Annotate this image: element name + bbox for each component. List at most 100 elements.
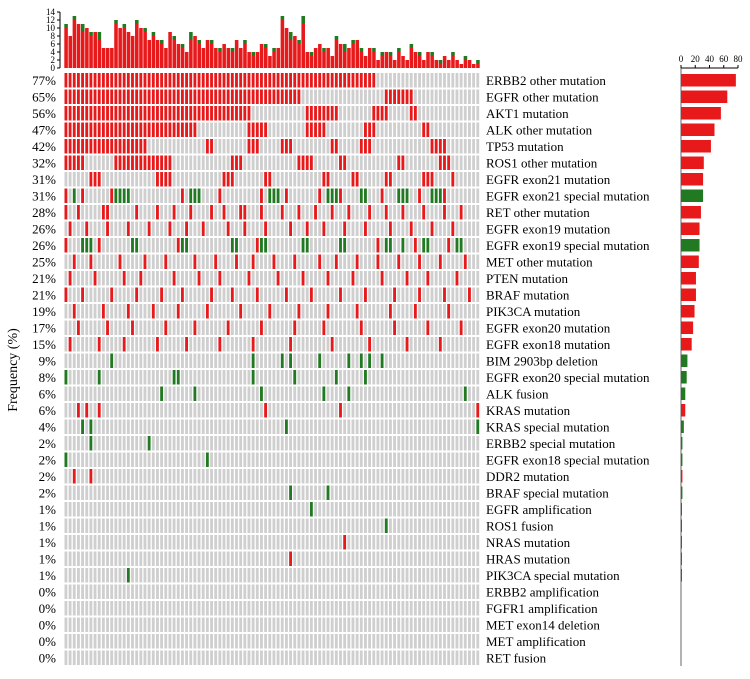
grid-cell <box>93 650 97 665</box>
grid-cell <box>434 518 438 533</box>
grid-cell <box>330 287 334 302</box>
top-bar-mutation <box>226 48 231 68</box>
grid-cell <box>472 221 476 236</box>
grid-cell <box>114 551 118 566</box>
grid-cell <box>135 238 139 253</box>
grid-cell <box>455 353 459 368</box>
grid-cell <box>351 485 355 500</box>
grid-cell <box>447 386 451 401</box>
grid-cell <box>160 254 164 269</box>
grid-cell <box>359 535 363 550</box>
grid-cell <box>401 172 405 187</box>
grid-cell <box>210 238 213 253</box>
grid-cell <box>359 452 363 467</box>
grid-cell <box>443 370 446 385</box>
grid-cell <box>76 155 80 170</box>
grid-cell <box>280 122 284 137</box>
alteration-label: AKT1 mutation <box>486 106 569 121</box>
top-bar-mutation <box>214 48 218 68</box>
grid-cell <box>339 502 342 517</box>
grid-cell <box>443 304 446 319</box>
grid-cell <box>106 304 109 319</box>
grid-cell <box>110 304 114 319</box>
grid-cell <box>476 320 480 335</box>
grid-cell <box>309 551 313 566</box>
grid-cell <box>147 73 151 88</box>
alteration-label: EGFR exon18 mutation <box>486 337 611 352</box>
grid-cell <box>380 188 384 203</box>
grid-cell <box>438 518 442 533</box>
grid-cell <box>189 188 193 203</box>
grid-cell <box>426 106 430 121</box>
grid-cell <box>351 353 355 368</box>
grid-cell <box>322 584 326 599</box>
grid-cell <box>197 601 201 616</box>
grid-cell <box>243 205 247 220</box>
grid-cell <box>72 436 76 451</box>
grid-cell <box>76 320 80 335</box>
grid-cell <box>81 337 84 352</box>
grid-cell <box>447 634 451 649</box>
grid-cell <box>97 584 101 599</box>
grid-cell <box>284 518 288 533</box>
grid-cell <box>426 304 430 319</box>
top-bar-special <box>451 52 455 56</box>
grid-cell <box>168 353 172 368</box>
grid-cell <box>180 106 184 121</box>
grid-cell <box>160 89 164 104</box>
frequency-bar <box>681 536 682 549</box>
grid-cell <box>388 452 392 467</box>
grid-cell <box>76 106 80 121</box>
grid-cell <box>388 535 392 550</box>
grid-cell <box>455 172 459 187</box>
grid-cell <box>309 601 313 616</box>
grid-cell <box>401 304 405 319</box>
grid-cell <box>451 436 455 451</box>
grid-cell <box>426 205 430 220</box>
grid-cell <box>122 73 126 88</box>
grid-cell <box>156 502 159 517</box>
grid-cell <box>455 320 459 335</box>
grid-cell <box>147 436 151 451</box>
grid-cell <box>218 221 222 236</box>
grid-cell <box>272 188 276 203</box>
grid-cell <box>260 205 263 220</box>
grid-cell <box>293 238 297 253</box>
grid-cell <box>301 436 305 451</box>
grid-cell <box>330 172 334 187</box>
grid-cell <box>214 205 218 220</box>
grid-cell <box>135 452 139 467</box>
grid-cell <box>235 89 238 104</box>
grid-cell <box>343 502 347 517</box>
grid-cell <box>93 122 97 137</box>
grid-cell <box>284 452 288 467</box>
grid-cell <box>434 452 438 467</box>
grid-cell <box>380 436 384 451</box>
grid-cell <box>114 73 118 88</box>
grid-cell <box>255 106 259 121</box>
grid-cell <box>447 436 451 451</box>
grid-cell <box>164 370 168 385</box>
grid-cell <box>322 271 326 286</box>
grid-cell <box>118 617 122 632</box>
grid-cell <box>239 584 243 599</box>
grid-cell <box>388 238 392 253</box>
grid-cell <box>422 155 426 170</box>
grid-cell <box>168 634 172 649</box>
grid-cell <box>364 188 367 203</box>
grid-cell <box>364 485 367 500</box>
grid-cell <box>297 436 301 451</box>
grid-cell <box>359 436 363 451</box>
alteration-label: ROS1 fusion <box>486 518 554 533</box>
grid-cell <box>235 221 238 236</box>
grid-cell <box>276 518 280 533</box>
grid-cell <box>409 304 413 319</box>
grid-cell <box>272 254 276 269</box>
grid-cell <box>131 452 134 467</box>
grid-cell <box>235 73 238 88</box>
grid-cell <box>322 419 326 434</box>
grid-cell <box>247 188 251 203</box>
grid-cell <box>451 304 455 319</box>
grid-cell <box>214 106 218 121</box>
grid-cell <box>197 254 201 269</box>
